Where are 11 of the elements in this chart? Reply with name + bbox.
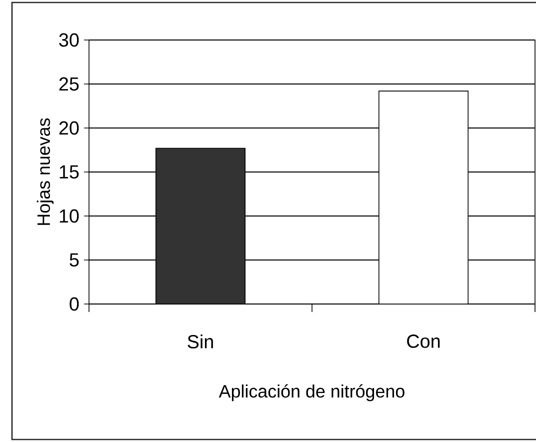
y-tick-label: 10 — [60, 209, 79, 223]
y-tick-label: 0 — [70, 297, 79, 311]
y-tick-label: 5 — [70, 253, 79, 267]
x-tick-label: Con — [407, 334, 440, 348]
y-tick-label: 25 — [59, 77, 79, 91]
y-axis-title: Hojas nuevas — [36, 118, 54, 225]
y-tick-label: 30 — [59, 33, 79, 47]
x-tick-label: Sin — [188, 334, 213, 348]
x-axis-title: Aplicación de nitrógeno — [218, 384, 404, 402]
y-tick-label: 15 — [60, 165, 79, 179]
y-tick-label: 20 — [59, 121, 79, 135]
